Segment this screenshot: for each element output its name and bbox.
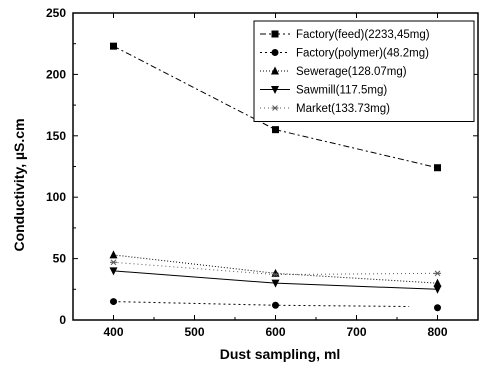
data-point [272,301,279,309]
data-point [109,267,118,276]
x-tick-label: 400 [103,325,123,339]
y-tick-label: 250 [46,6,66,20]
data-point [272,271,279,278]
legend-label: Sawmill(117.5mg) [296,85,387,97]
data-point [110,259,117,266]
legend-entry: Factory(polymer)(48.2mg) [260,48,429,60]
data-point [272,126,279,134]
legend-label: Sewerage(128.07mg) [296,66,407,78]
series-0 [110,42,441,172]
y-tick-label: 200 [46,67,66,81]
legend-marker [271,49,279,56]
ticks: 400 500 600 700 800 0 50 100 150 200 250 [46,6,479,339]
series-3 [109,267,442,294]
data-point [271,268,280,277]
legend-entry: Market(133.73mg) [260,103,390,115]
x-tick-label: 800 [427,325,447,339]
data-point [271,279,280,288]
data-point [434,270,441,277]
x-tick-label: 500 [184,325,204,339]
series-layer [109,42,442,312]
series-line [113,254,438,284]
series-1 [110,298,441,312]
y-axis-label: Conductivity, µS.cm [11,118,27,251]
y-tick-label: 0 [59,313,66,327]
legend-label: Market(133.73mg) [296,103,390,115]
series-4 [110,259,441,278]
legend-entry: Sewerage(128.07mg) [260,66,407,78]
legend-label: Factory(feed)(2233,45mg) [296,29,430,41]
legend: Factory(feed)(2233,45mg) Factory(polymer)… [253,20,475,122]
data-point [434,304,441,312]
y-tick-label: 50 [53,252,67,266]
x-tick-label: 600 [265,325,285,339]
legend-marker [271,66,279,75]
series-line [113,301,410,307]
data-point [110,42,117,50]
x-axis-label: Dust sampling, ml [220,346,341,362]
legend-entry: Factory(feed)(2233,45mg) [260,29,430,41]
data-point [434,164,441,172]
legend-entry: Sawmill(117.5mg) [260,85,387,97]
data-point [433,285,442,294]
data-point [109,250,118,259]
legend-marker [271,86,279,94]
y-tick-label: 100 [46,190,66,204]
data-point [110,298,117,306]
y-tick-label: 150 [46,129,66,143]
legend-marker [271,30,279,38]
legend-marker [271,105,279,111]
x-tick-label: 700 [346,325,366,339]
legend-box [253,20,475,122]
legend-label: Factory(polymer)(48.2mg) [296,48,429,60]
data-point [433,278,442,287]
